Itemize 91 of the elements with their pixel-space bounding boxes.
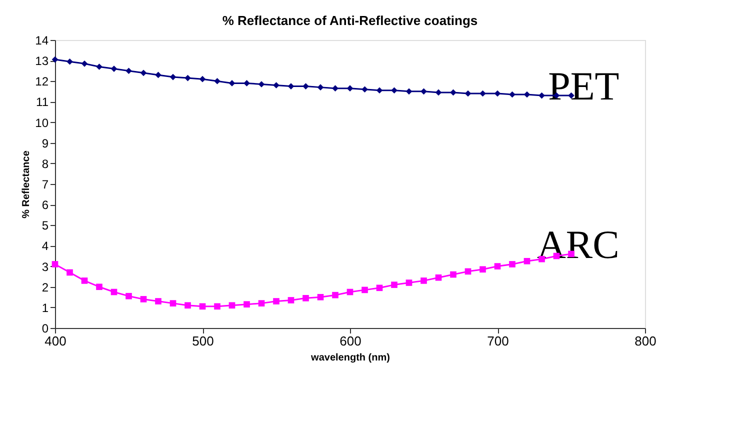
point (480, 90, 486, 97)
y-tick-label: 12 (35, 74, 49, 89)
point (170, 300, 176, 306)
point (524, 91, 530, 98)
x-tick-label: 800 (634, 334, 656, 348)
point (450, 271, 456, 278)
series-label: PET (548, 64, 620, 109)
point (170, 74, 176, 80)
point (406, 88, 412, 95)
x-tick-label: 500 (192, 334, 214, 348)
point (538, 92, 545, 99)
y-tick-label: 5 (42, 218, 49, 233)
point (52, 56, 58, 63)
y-tick-label: 10 (35, 116, 49, 130)
point (140, 296, 147, 302)
point (258, 300, 265, 306)
y-tick-label: 11 (36, 95, 49, 110)
point (66, 269, 73, 276)
point (420, 278, 427, 284)
x-tick-label: 400 (44, 334, 66, 348)
point (464, 90, 472, 97)
point (376, 87, 383, 94)
point (435, 89, 442, 96)
point (362, 86, 368, 93)
point (110, 288, 118, 296)
point (480, 266, 486, 273)
point (302, 83, 309, 90)
point (155, 72, 162, 78)
point (126, 292, 132, 300)
point (494, 263, 501, 270)
x-tick-label: 700 (487, 334, 509, 348)
point (450, 89, 456, 96)
point (332, 85, 338, 92)
point (155, 298, 162, 304)
point (273, 82, 280, 88)
point (509, 91, 516, 98)
y-tick-label: 2 (42, 280, 49, 294)
point (524, 258, 530, 264)
point (96, 284, 102, 290)
point (52, 261, 58, 268)
point (184, 302, 191, 309)
point (110, 66, 118, 72)
point (509, 261, 516, 268)
point (376, 284, 383, 292)
point (81, 60, 88, 67)
y-tick-label: 13 (35, 54, 49, 68)
point (346, 288, 354, 296)
point (302, 295, 309, 302)
point (362, 286, 368, 294)
point (214, 303, 220, 310)
point (244, 80, 250, 86)
point (317, 84, 324, 90)
point (66, 58, 73, 65)
y-tick-label: 6 (42, 198, 49, 212)
point (332, 292, 338, 298)
point (244, 301, 250, 308)
y-tick-label: 9 (42, 136, 49, 150)
point (288, 297, 294, 304)
y-tick-label: 1 (42, 300, 49, 315)
y-tick-label: 4 (42, 239, 49, 254)
y-tick-label: 7 (42, 178, 49, 192)
chart-title: % Reflectance of Anti-Reflective coatings (222, 13, 478, 28)
point (435, 274, 442, 281)
point (346, 85, 354, 92)
point (317, 294, 324, 300)
point (199, 303, 206, 310)
point (391, 282, 398, 288)
point (228, 302, 236, 309)
x-tick-label: 600 (340, 334, 362, 348)
point (214, 78, 220, 84)
point (288, 83, 294, 90)
y-axis-title: % Reflectance (21, 150, 32, 218)
x-axis-title: wavelength (nm) (310, 352, 390, 364)
point (494, 90, 501, 97)
point (126, 68, 132, 74)
point (96, 64, 102, 70)
point (81, 278, 88, 284)
y-tick-label: 0 (42, 322, 49, 336)
y-tick-label: 14 (35, 34, 49, 48)
point (391, 87, 398, 94)
point (140, 70, 147, 76)
point (420, 88, 427, 95)
point (228, 80, 236, 86)
y-tick-label: 8 (42, 156, 49, 171)
point (273, 298, 280, 304)
point (184, 74, 191, 82)
point (258, 81, 265, 88)
point (199, 76, 206, 82)
y-tick-label: 3 (42, 260, 49, 274)
point (406, 280, 412, 286)
point (464, 268, 472, 275)
